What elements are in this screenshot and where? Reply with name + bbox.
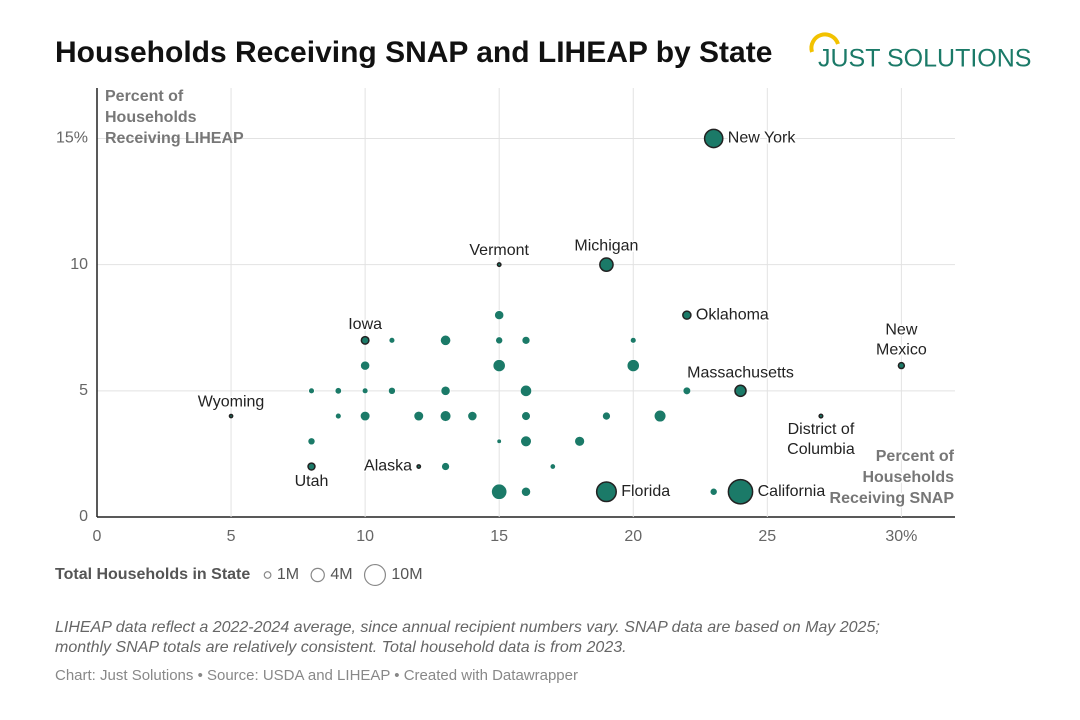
- bubble: [897, 361, 906, 370]
- size-legend-label: 10M: [391, 566, 422, 583]
- y-tick-label: 10: [70, 256, 88, 273]
- y-tick-label: 15%: [56, 130, 88, 147]
- bubble: [629, 337, 637, 344]
- point-label: Wyoming: [198, 394, 265, 411]
- bubble: [491, 483, 508, 500]
- y-tick-label: 5: [79, 382, 88, 399]
- bubble: [574, 435, 586, 447]
- bubble: [599, 257, 614, 272]
- bubble: [818, 413, 824, 419]
- x-tick-label: 30%: [885, 528, 917, 545]
- bubble: [413, 410, 425, 422]
- bubble: [307, 437, 316, 446]
- note: LIHEAP data reflect a 2022-2024 average,…: [55, 619, 880, 636]
- bubble: [360, 335, 370, 345]
- bubble: [703, 128, 724, 149]
- bubble: [549, 463, 556, 470]
- bubble: [495, 336, 504, 345]
- x-tick-label: 15: [490, 528, 508, 545]
- x-tick-label: 5: [227, 528, 236, 545]
- size-legend-circle: [310, 567, 325, 583]
- bubble: [682, 386, 692, 396]
- note: monthly SNAP totals are relatively consi…: [55, 639, 627, 656]
- bubble: [709, 487, 718, 496]
- bubble: [388, 337, 396, 344]
- logo: JUST SOLUTIONS: [818, 45, 1031, 73]
- x-tick-label: 0: [93, 528, 102, 545]
- x-tick-label: 20: [624, 528, 642, 545]
- size-legend-label: 1M: [277, 566, 299, 583]
- source: Chart: Just Solutions • Source: USDA and…: [55, 667, 578, 684]
- bubble: [519, 384, 533, 397]
- bubble: [494, 310, 505, 321]
- bubble: [359, 410, 371, 422]
- x-tick-label: 25: [758, 528, 776, 545]
- y-tick-label: 0: [79, 508, 88, 525]
- bubble: [521, 335, 531, 345]
- bubble: [360, 360, 371, 371]
- size-legend-title: Total Households in State: [55, 566, 250, 583]
- point-label: Utah: [295, 473, 329, 490]
- size-legend-label: 4M: [330, 566, 352, 583]
- point-label: Oklahoma: [696, 306, 769, 323]
- point-label: Massachusetts: [687, 365, 794, 382]
- point-label: New Mexico: [876, 322, 927, 359]
- point-label: New York: [728, 130, 797, 147]
- bubble: [653, 409, 667, 423]
- chart-title: Households Receiving SNAP and LIHEAP by …: [55, 36, 772, 69]
- bubble: [682, 310, 692, 320]
- bubble: [439, 410, 452, 422]
- point-label: California: [758, 483, 826, 500]
- size-legend-circle: [263, 571, 272, 579]
- point-label: Vermont: [469, 242, 529, 259]
- bubble: [441, 462, 451, 471]
- bubble: [416, 464, 422, 469]
- point-label: Alaska: [364, 458, 412, 475]
- bubble: [440, 385, 451, 396]
- bubble: [727, 478, 754, 505]
- bubble: [387, 386, 396, 395]
- bubble: [334, 412, 342, 420]
- bubble: [520, 486, 532, 497]
- bubble: [496, 438, 502, 445]
- bubble: [361, 387, 369, 395]
- point-label: Michigan: [574, 237, 638, 254]
- point-label: Florida: [621, 483, 670, 500]
- x-axis-title: Percent of Households Receiving SNAP: [830, 448, 955, 507]
- bubble: [307, 462, 316, 471]
- bubble: [496, 262, 502, 268]
- bubble: [467, 410, 478, 422]
- bubble: [626, 359, 640, 373]
- bubble: [439, 334, 452, 346]
- point-label: District of Columbia: [787, 421, 855, 458]
- bubble: [334, 387, 343, 395]
- bubble: [601, 411, 611, 421]
- bubble: [228, 413, 234, 419]
- y-axis-title: Percent of Households Receiving LIHEAP: [105, 88, 244, 147]
- logo-arc: [809, 32, 840, 53]
- bubble: [492, 359, 506, 373]
- bubble: [308, 387, 315, 395]
- bubble: [521, 411, 531, 421]
- x-tick-label: 10: [356, 528, 374, 545]
- bubble: [734, 384, 747, 398]
- bubble: [595, 481, 617, 503]
- bubble: [520, 435, 532, 448]
- size-legend-circle: [363, 563, 387, 587]
- point-label: Iowa: [348, 316, 382, 333]
